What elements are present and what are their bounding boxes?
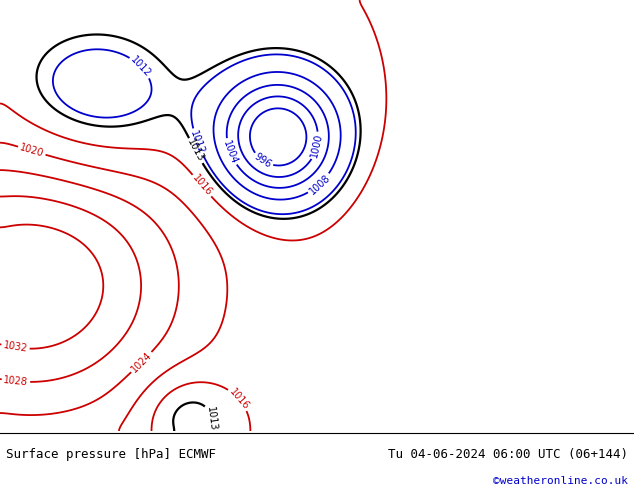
Text: 1028: 1028 <box>3 375 29 387</box>
Text: 1012: 1012 <box>188 129 207 155</box>
Text: 1013: 1013 <box>185 138 206 164</box>
Text: 1016: 1016 <box>227 387 250 412</box>
Text: 1016: 1016 <box>190 173 214 198</box>
Text: 1020: 1020 <box>18 143 45 159</box>
Text: 1012: 1012 <box>129 54 153 79</box>
Text: 1004: 1004 <box>221 139 239 165</box>
Text: 1000: 1000 <box>309 133 325 159</box>
Text: 1013: 1013 <box>205 406 217 432</box>
Text: 1008: 1008 <box>307 172 332 196</box>
Text: Surface pressure [hPa] ECMWF: Surface pressure [hPa] ECMWF <box>6 448 216 461</box>
Text: Tu 04-06-2024 06:00 UTC (06+144): Tu 04-06-2024 06:00 UTC (06+144) <box>387 448 628 461</box>
Text: ©weatheronline.co.uk: ©weatheronline.co.uk <box>493 476 628 486</box>
Text: 1024: 1024 <box>129 350 153 374</box>
Text: 1032: 1032 <box>3 340 29 354</box>
Text: 996: 996 <box>252 151 273 170</box>
